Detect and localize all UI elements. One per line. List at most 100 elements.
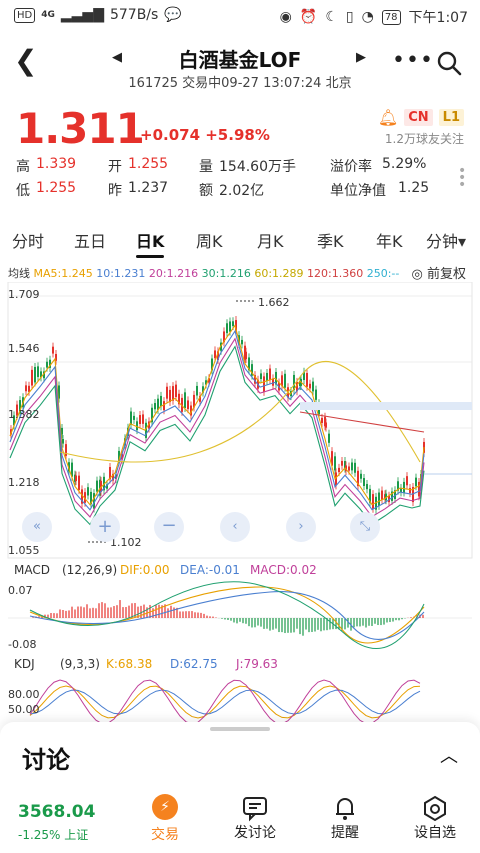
bell-icon[interactable]: 🔔︎ xyxy=(377,108,399,127)
zoom-out-button[interactable]: − xyxy=(154,512,184,542)
next-stock-icon[interactable]: ▶ xyxy=(356,50,366,65)
ma-label: 均线 xyxy=(8,267,30,280)
kline-chart[interactable]: 1.709 1.546 1.382 1.218 1.055 1.662 1.10… xyxy=(0,281,480,725)
kdj-label: KDJ xyxy=(14,657,35,671)
low-label: 低 xyxy=(16,183,30,199)
price-change: +0.074 +5.98% xyxy=(140,126,270,144)
volume-value: 154.60万手 xyxy=(219,159,296,175)
net-speed: 577B/s xyxy=(109,7,159,23)
kline-svg xyxy=(7,281,473,725)
search-icon[interactable] xyxy=(436,50,462,76)
y-axis-4: 1.218 xyxy=(8,476,40,489)
tab-minute[interactable]: 分钟▾ xyxy=(426,232,467,251)
back-icon[interactable]: ❮ xyxy=(14,44,38,77)
status-bar: HD 4G ▂▃▅▇ 577B/s 💬 ◉ ⏰ ☾ ▯ ◔ 78 下午1:07 xyxy=(0,0,480,34)
level-tag[interactable]: L1 xyxy=(438,109,464,126)
wechat-icon: 💬 xyxy=(164,7,182,23)
low-value: 1.255 xyxy=(36,180,77,196)
ma20-value: 20:1.216 xyxy=(148,267,199,280)
prev-value: 1.237 xyxy=(128,180,169,196)
premium-value: 5.29% xyxy=(382,156,427,172)
kdj-axis-80: 80.00 xyxy=(8,688,40,701)
vibrate-icon: ▯ xyxy=(345,9,354,25)
y-axis-2: 1.546 xyxy=(8,342,40,355)
adjust-toggle[interactable]: ◎ 前复权 xyxy=(412,263,467,282)
y-axis-top: 1.709 xyxy=(8,288,40,301)
trade-button[interactable]: ⚡ 交易 xyxy=(130,794,200,844)
watchlist-button[interactable]: 设自选 xyxy=(400,794,470,842)
macd-label: MACD xyxy=(14,563,50,577)
post-label: 发讨论 xyxy=(234,825,276,841)
d-value: D:62.75 xyxy=(170,657,218,671)
tab-intraday[interactable]: 分时 xyxy=(12,232,45,251)
trade-icon: ⚡ xyxy=(152,794,178,820)
index-change: -1.25% 上证 xyxy=(18,828,89,842)
sheet-handle[interactable] xyxy=(210,727,270,731)
prev-label: 昨 xyxy=(108,183,122,199)
scroll-left-fast-button[interactable]: « xyxy=(22,512,52,542)
remind-label: 提醒 xyxy=(331,825,359,841)
nav-bar: ❮ ◀ 白酒基金LOF ▶ 161725 交易中09-27 13:07:24 北… xyxy=(0,34,480,96)
tab-five-day[interactable]: 五日 xyxy=(74,232,107,251)
bottom-bar: 3568.04 -1.25% 上证 ⚡ 交易 发讨论 提醒 设自选 xyxy=(0,786,480,853)
ma5-value: MA5:1.245 xyxy=(33,267,93,280)
post-button[interactable]: 发讨论 xyxy=(220,794,290,842)
page-title: 白酒基金LOF xyxy=(178,48,302,72)
bell-icon xyxy=(336,798,354,820)
max-price-mark: 1.662 xyxy=(258,296,290,309)
chevron-up-icon[interactable]: ︿ xyxy=(440,746,458,767)
macd-value: MACD:0.02 xyxy=(250,563,317,577)
signal-icon: ▂▃▅▇ xyxy=(60,7,104,23)
remind-button[interactable]: 提醒 xyxy=(310,794,380,842)
moon-icon: ☾ xyxy=(325,9,338,25)
tab-quarterly-k[interactable]: 季K xyxy=(317,232,344,251)
open-value: 1.255 xyxy=(128,156,169,172)
index-value[interactable]: 3568.04 xyxy=(18,802,96,822)
trade-label: 交易 xyxy=(151,827,179,843)
premium-label: 溢价率 xyxy=(330,159,372,175)
zoom-in-button[interactable]: + xyxy=(90,512,120,542)
ma-legend[interactable]: 均线 MA5:1.245 10:1.231 20:1.216 30:1.216 … xyxy=(8,265,399,281)
volume-label: 量 xyxy=(199,159,213,175)
discussion-sheet[interactable]: 讨论 ︿ xyxy=(0,722,480,853)
kdj-axis-50: 50.00 xyxy=(8,703,40,716)
y-axis-3: 1.382 xyxy=(8,408,40,421)
followers-count[interactable]: 1.2万球友关注 xyxy=(384,132,464,146)
macd-axis-top: 0.07 xyxy=(8,584,33,597)
expand-quote-icon[interactable]: • • • xyxy=(458,163,467,193)
ma120-value: 120:1.360 xyxy=(307,267,364,280)
open-label: 开 xyxy=(108,159,122,175)
watchlist-icon xyxy=(424,795,446,822)
hd-badge: HD xyxy=(14,7,36,23)
discussion-title: 讨论 xyxy=(22,746,70,774)
nav-label: 单位净值 xyxy=(330,183,386,199)
tab-indicator xyxy=(136,255,164,258)
scroll-right-button[interactable]: › xyxy=(286,512,316,542)
tab-daily-k[interactable]: 日K xyxy=(136,232,165,251)
y-axis-bottom: 1.055 xyxy=(8,544,40,557)
kdj-legend[interactable]: KDJ (9,3,3) K:68.38 D:62.75 J:79.63 xyxy=(10,654,470,676)
last-price: 1.311 xyxy=(16,104,145,153)
tab-yearly-k[interactable]: 年K xyxy=(376,232,403,251)
alarm-icon: ⏰ xyxy=(299,9,318,25)
macd-axis-bottom: -0.08 xyxy=(8,638,37,651)
ma60-value: 60:1.289 xyxy=(254,267,304,280)
adjust-label: 前复权 xyxy=(426,267,466,282)
ma250-value: 250:-- xyxy=(366,267,400,280)
dif-value: DIF:0.00 xyxy=(120,563,170,577)
macd-legend[interactable]: MACD (12,26,9) DIF:0.00 DEA:-0.01 MACD:0… xyxy=(10,560,470,582)
more-icon[interactable]: ••• xyxy=(392,48,434,73)
adjust-icon: ◎ xyxy=(411,267,427,282)
quote-tags: 🔔︎ CN L1 xyxy=(378,108,464,127)
ma10-value: 10:1.231 xyxy=(96,267,146,280)
j-value: J:79.63 xyxy=(236,657,278,671)
kdj-params: (9,3,3) xyxy=(60,657,100,671)
scroll-left-button[interactable]: ‹ xyxy=(220,512,250,542)
trade-status: 161725 交易中09-27 13:07:24 北京 xyxy=(128,76,352,91)
battery-icon: 78 xyxy=(381,9,401,25)
prev-stock-icon[interactable]: ◀ xyxy=(112,50,122,65)
fullscreen-button[interactable]: ⤡ xyxy=(350,512,380,542)
tab-monthly-k[interactable]: 月K xyxy=(257,232,284,251)
macd-params: (12,26,9) xyxy=(62,563,118,577)
tab-weekly-k[interactable]: 周K xyxy=(196,232,223,251)
